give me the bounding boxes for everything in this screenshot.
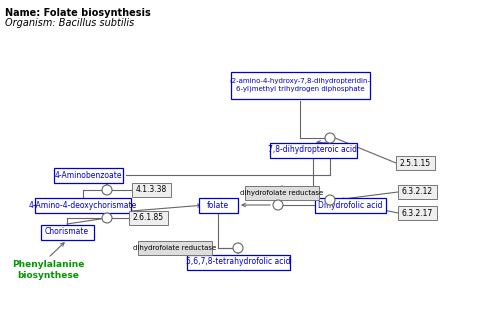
Text: dihydrofolate reductase: dihydrofolate reductase bbox=[240, 190, 324, 196]
Text: Organism: Bacillus subtilis: Organism: Bacillus subtilis bbox=[5, 18, 134, 28]
Text: 7,8-dihydropteroic acid: 7,8-dihydropteroic acid bbox=[268, 145, 358, 154]
Text: Chorismate: Chorismate bbox=[45, 227, 89, 236]
FancyBboxPatch shape bbox=[245, 186, 319, 200]
FancyBboxPatch shape bbox=[129, 211, 168, 225]
Text: dihydrofolate reductase: dihydrofolate reductase bbox=[133, 245, 216, 251]
FancyBboxPatch shape bbox=[396, 156, 434, 170]
Text: 6.3.2.17: 6.3.2.17 bbox=[401, 208, 432, 217]
Circle shape bbox=[102, 185, 112, 195]
Text: Dihydrofolic acid: Dihydrofolic acid bbox=[318, 201, 382, 209]
Text: 4.1.3.38: 4.1.3.38 bbox=[135, 186, 167, 194]
FancyBboxPatch shape bbox=[35, 197, 131, 212]
Text: 4-Amino-4-deoxychorismate: 4-Amino-4-deoxychorismate bbox=[29, 201, 137, 209]
Text: Phenylalanine
biosynthese: Phenylalanine biosynthese bbox=[12, 260, 84, 280]
FancyBboxPatch shape bbox=[187, 255, 289, 270]
Circle shape bbox=[233, 243, 243, 253]
Circle shape bbox=[325, 133, 335, 143]
FancyBboxPatch shape bbox=[314, 197, 385, 212]
Text: 2.5.1.15: 2.5.1.15 bbox=[399, 158, 431, 168]
FancyBboxPatch shape bbox=[397, 185, 436, 199]
FancyBboxPatch shape bbox=[397, 206, 436, 220]
FancyBboxPatch shape bbox=[199, 197, 238, 212]
FancyBboxPatch shape bbox=[138, 241, 212, 255]
Text: 6.3.2.12: 6.3.2.12 bbox=[401, 188, 432, 197]
Text: folate: folate bbox=[207, 201, 229, 209]
FancyBboxPatch shape bbox=[230, 71, 370, 99]
FancyBboxPatch shape bbox=[132, 183, 170, 197]
Text: 5,6,7,8-tetrahydrofolic acid: 5,6,7,8-tetrahydrofolic acid bbox=[186, 257, 290, 266]
Text: 2.6.1.85: 2.6.1.85 bbox=[132, 213, 164, 222]
FancyBboxPatch shape bbox=[269, 143, 357, 158]
FancyBboxPatch shape bbox=[40, 225, 94, 240]
FancyBboxPatch shape bbox=[53, 168, 122, 183]
Text: 4-Aminobenzoate: 4-Aminobenzoate bbox=[54, 170, 122, 179]
Circle shape bbox=[273, 200, 283, 210]
Text: Name: Folate biosynthesis: Name: Folate biosynthesis bbox=[5, 8, 151, 18]
Text: (2-amino-4-hydroxy-7,8-dihydropteridin-
6-yl)methyl trihydrogen diphosphate: (2-amino-4-hydroxy-7,8-dihydropteridin- … bbox=[229, 78, 371, 92]
Circle shape bbox=[102, 213, 112, 223]
Circle shape bbox=[325, 195, 335, 205]
